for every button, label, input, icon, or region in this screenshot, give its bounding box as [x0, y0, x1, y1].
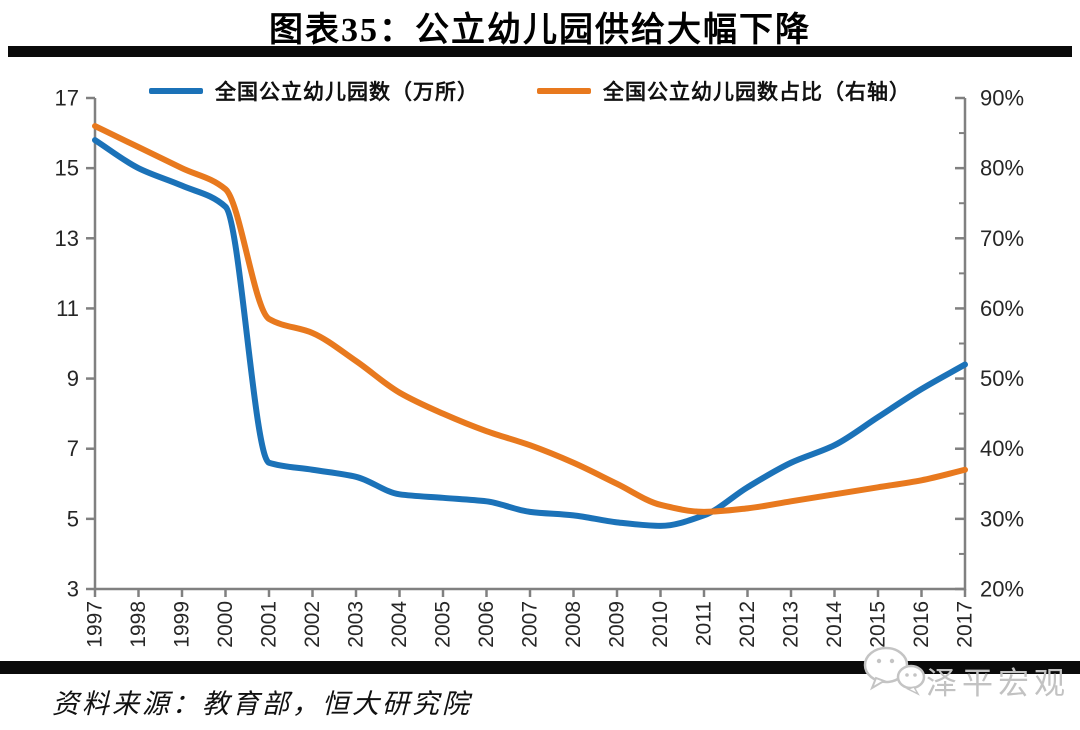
- x-axis-tick-label: 1998: [127, 601, 150, 648]
- legend-item-public-kindergartens: 全国公立幼儿园数（万所）: [149, 76, 479, 106]
- x-axis-tick-label: 2011: [693, 601, 716, 646]
- x-axis-tick-label: 2016: [910, 601, 933, 648]
- legend-label: 全国公立幼儿园数（万所）: [215, 81, 479, 104]
- x-axis-tick-label: 2008: [562, 601, 585, 648]
- right-axis-tick-label: 90%: [980, 86, 1024, 111]
- watermark: 泽平宏观: [862, 644, 1070, 703]
- source-text: 资料来源：教育部，恒大研究院: [52, 689, 472, 719]
- x-axis-tick-label: 2000: [214, 601, 237, 648]
- right-axis-tick-label: 50%: [980, 366, 1024, 391]
- left-axis-tick-label: 7: [67, 436, 79, 461]
- watermark-text: 泽平宏观: [926, 666, 1070, 701]
- x-axis-tick-label: 2017: [954, 601, 977, 648]
- x-axis-tick-label: 2015: [867, 601, 890, 648]
- x-axis-tick-label: 2002: [301, 601, 324, 648]
- wechat-icon: [862, 644, 926, 701]
- left-axis-tick-label: 3: [67, 577, 79, 602]
- left-axis-tick-label: 11: [56, 296, 79, 321]
- x-axis-tick-label: 2009: [606, 601, 629, 648]
- x-axis-tick-label: 2005: [432, 601, 455, 648]
- right-axis-tick-label: 30%: [980, 506, 1024, 531]
- x-axis-tick-label: 2001: [258, 601, 281, 648]
- right-axis-tick-label: 40%: [980, 436, 1024, 461]
- legend-swatch-orange: [537, 88, 591, 94]
- axis-frame: [93, 98, 967, 591]
- series-line-1: [92, 123, 968, 515]
- legend-item-public-share: 全国公立幼儿园数占比（右轴）: [537, 76, 911, 106]
- right-axis-tick-label: 70%: [980, 226, 1024, 251]
- footer-divider-bar: [0, 661, 1080, 674]
- x-axis-tick-label: 2010: [649, 601, 672, 648]
- x-axis-tick-label: 2007: [519, 601, 542, 648]
- x-axis-tick-label: 2012: [736, 601, 759, 648]
- right-axis-tick-label: 80%: [980, 156, 1024, 181]
- left-axis-tick-label: 9: [67, 366, 79, 391]
- left-axis-tick-label: 13: [55, 226, 79, 251]
- series-line-0: [92, 137, 968, 529]
- x-axis-tick-label: 2013: [780, 601, 803, 648]
- left-axis-tick-label: 15: [55, 156, 79, 181]
- x-axis-tick-label: 2004: [388, 601, 411, 648]
- page-title: 图表35：公立幼儿园供给大幅下降: [269, 12, 811, 49]
- right-axis-tick-label: 60%: [980, 296, 1024, 321]
- legend-label: 全国公立幼儿园数占比（右轴）: [603, 81, 911, 104]
- x-axis-tick-label: 2014: [823, 601, 846, 648]
- x-axis-tick-label: 1997: [84, 601, 107, 648]
- right-axis-tick-label: 20%: [980, 577, 1024, 602]
- x-axis-tick-label: 2003: [345, 601, 368, 648]
- chart-legend: 全国公立幼儿园数（万所） 全国公立幼儿园数占比（右轴）: [95, 76, 965, 106]
- left-axis-tick-label: 17: [55, 86, 79, 111]
- title-divider-bar: [8, 46, 1072, 57]
- legend-swatch-blue: [149, 88, 203, 94]
- x-axis-tick-label: 1999: [171, 601, 194, 648]
- left-axis-tick-label: 5: [67, 506, 79, 531]
- x-axis-tick-label: 2006: [475, 601, 498, 648]
